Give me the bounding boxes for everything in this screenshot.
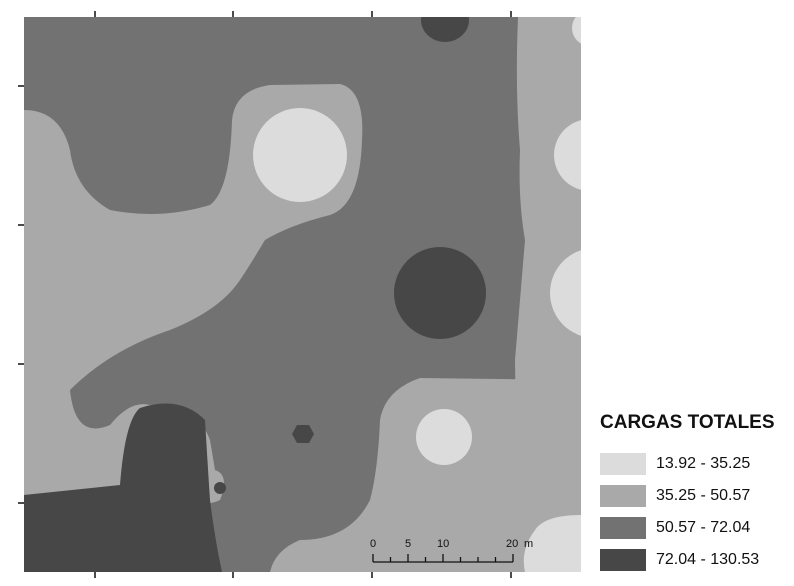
legend-label: 50.57 - 72.04 bbox=[656, 519, 751, 536]
zone-13-35-corner bbox=[523, 515, 581, 572]
scale-bar bbox=[372, 554, 514, 563]
zone-72-130-circle bbox=[394, 247, 486, 339]
zone-72-130-small bbox=[292, 425, 314, 443]
zone-35-50-bottom-right bbox=[270, 378, 581, 572]
legend-item: 35.25 - 50.57 bbox=[600, 480, 775, 512]
map-ticks bbox=[18, 11, 512, 578]
zone-72-130-bottom-left bbox=[24, 403, 222, 572]
zone-72-130-top bbox=[421, 17, 469, 42]
legend-swatch bbox=[600, 453, 646, 475]
zone-13-35-right-2 bbox=[554, 120, 581, 190]
legend-swatch bbox=[600, 549, 646, 571]
zone-72-130-dot bbox=[214, 482, 226, 494]
zone-13-35-right-3 bbox=[550, 250, 581, 336]
legend-label: 72.04 - 130.53 bbox=[656, 551, 760, 568]
legend-item: 72.04 - 130.53 bbox=[600, 544, 775, 576]
legend-swatch bbox=[600, 517, 646, 539]
scale-label-0: 0 bbox=[370, 538, 376, 550]
zone-13-35-circle-lower bbox=[416, 409, 472, 465]
scale-label-10: 10 bbox=[437, 538, 449, 550]
legend-label: 35.25 - 50.57 bbox=[656, 487, 751, 504]
legend-item: 50.57 - 72.04 bbox=[600, 512, 775, 544]
legend-item: 13.92 - 35.25 bbox=[600, 448, 775, 480]
legend: CARGAS TOTALES 13.92 - 35.25 35.25 - 50.… bbox=[600, 412, 775, 576]
scale-label-20: 20 bbox=[506, 538, 518, 550]
scale-unit: m bbox=[524, 538, 533, 550]
legend-label: 13.92 - 35.25 bbox=[656, 455, 751, 472]
zone-13-35-circle-top bbox=[253, 108, 347, 202]
scale-label-5: 5 bbox=[405, 538, 411, 550]
zone-13-35-right-1 bbox=[572, 17, 581, 44]
legend-title: CARGAS TOTALES bbox=[600, 412, 775, 433]
legend-swatch bbox=[600, 485, 646, 507]
